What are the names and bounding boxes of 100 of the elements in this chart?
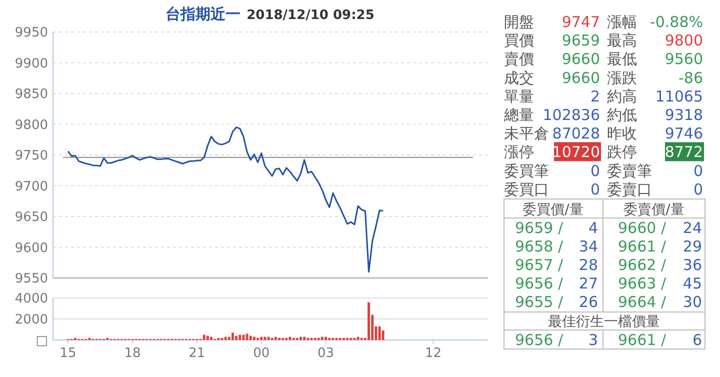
text: 9746: [664, 124, 703, 143]
text: 9655 /: [515, 293, 564, 311]
y-tick-label: 2000: [14, 312, 48, 328]
x-tick-label: 00: [253, 346, 270, 361]
y-tick-label: 9700: [14, 179, 48, 194]
y-tick-label: 9550: [14, 272, 48, 286]
chart-title: 台指期近一: [166, 5, 241, 23]
text: 總量: [503, 106, 534, 124]
text: 9660: [562, 50, 600, 68]
bar: [232, 332, 234, 340]
text: 28: [578, 256, 598, 274]
y-tick-label: 9800: [14, 118, 48, 133]
text: 買價: [504, 32, 534, 50]
text: 9660: [562, 68, 600, 87]
text: 委賣口: [607, 180, 652, 198]
text: 9659: [562, 32, 600, 50]
text: 漲跌: [607, 68, 637, 87]
text: 9664 /: [618, 293, 667, 311]
text: 約低: [607, 106, 637, 124]
text: 45: [682, 274, 702, 292]
text: 0: [590, 162, 600, 180]
text: 最高: [607, 32, 637, 50]
bar: [235, 336, 238, 340]
text: 未平倉: [504, 124, 549, 143]
text: 9656 /: [515, 331, 564, 349]
y-tick-label: 9650: [14, 210, 48, 225]
text: 87028: [552, 124, 600, 143]
text: 0: [590, 180, 600, 198]
text: 委賣價/量: [624, 202, 684, 218]
bar: [321, 336, 324, 340]
bar: [253, 336, 256, 340]
x-tick-label: 21: [188, 346, 206, 361]
text: 委買筆: [504, 162, 549, 180]
y-tick-label: 9850: [14, 87, 48, 102]
y-tick-label: 4000: [14, 292, 48, 306]
text: 27: [578, 274, 598, 292]
text: 24: [682, 219, 702, 237]
text: 成交: [504, 68, 534, 87]
bar: [224, 336, 227, 340]
text: 34: [578, 238, 598, 256]
text: 單量: [504, 87, 534, 106]
x-tick-label: 12: [424, 346, 442, 361]
text: 8772: [664, 143, 703, 162]
text: 9657 /: [515, 256, 564, 274]
x-tick-label: 15: [60, 346, 76, 361]
text: -0.88%: [650, 13, 703, 31]
text: 4: [588, 219, 598, 237]
text: 30: [682, 293, 702, 311]
text: 9661 /: [618, 238, 667, 256]
y-tick-label: 9750: [14, 148, 48, 164]
bar: [206, 336, 209, 340]
bar: [382, 330, 384, 340]
text: 9658 /: [515, 238, 564, 256]
text: 102836: [542, 106, 600, 124]
text: 9662 /: [618, 256, 667, 274]
text: 賣價: [504, 50, 534, 68]
text: 11065: [655, 87, 703, 106]
text: 10720: [552, 143, 600, 162]
text: 0: [693, 180, 703, 198]
y-tick-label: 9600: [14, 240, 48, 256]
text: 最佳衍生一檔價量: [548, 314, 660, 330]
text: 6: [692, 331, 702, 349]
bar: [303, 336, 306, 340]
bar: [249, 336, 252, 340]
x-tick-label: 18: [124, 346, 141, 361]
bar: [260, 336, 263, 340]
bar: [202, 334, 206, 340]
bar: [274, 336, 277, 340]
text: 9560: [664, 50, 703, 68]
text: 最低: [607, 50, 637, 68]
text: 委買口: [504, 180, 549, 198]
text: 0: [693, 162, 703, 180]
y-tick-label: 9900: [14, 56, 48, 72]
bar: [228, 336, 230, 340]
text: 委買價/量: [522, 202, 584, 218]
text: 漲停: [504, 143, 534, 162]
text: 9663 /: [618, 274, 667, 292]
text: 開盤: [504, 13, 534, 31]
text: 9800: [664, 32, 703, 50]
text: 9660 /: [618, 219, 667, 237]
bar: [210, 336, 212, 340]
text: 9661 /: [618, 331, 667, 349]
text: 29: [682, 238, 702, 256]
text: 9656 /: [515, 274, 564, 292]
text: 約高: [607, 87, 637, 106]
x-tick-label: 03: [318, 346, 334, 361]
bar: [368, 302, 370, 340]
bar: [300, 336, 302, 340]
text: 36: [682, 256, 702, 274]
text: 9318: [664, 106, 703, 124]
text: 漲幅: [607, 13, 637, 31]
text: -86: [678, 68, 703, 87]
text: 9659 /: [515, 219, 564, 237]
text: 2: [590, 87, 600, 106]
text: 9747: [562, 13, 600, 31]
line-series: [67, 126, 384, 273]
bar: [324, 336, 328, 340]
y-tick-label: □: [36, 334, 48, 348]
y-tick-label: 9950: [14, 26, 48, 40]
chart-subtitle: 2018/12/10 09:25: [246, 8, 374, 23]
